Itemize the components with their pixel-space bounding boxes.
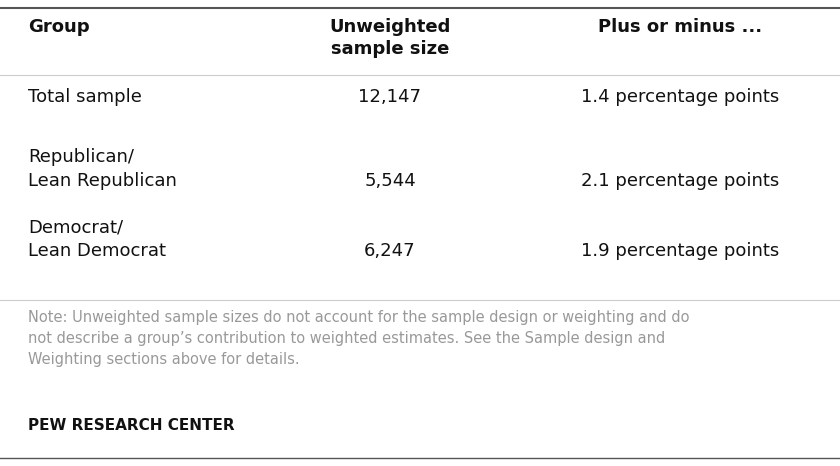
Text: Group: Group [28,18,90,36]
Text: PEW RESEARCH CENTER: PEW RESEARCH CENTER [28,418,234,433]
Text: Note: Unweighted sample sizes do not account for the sample design or weighting : Note: Unweighted sample sizes do not acc… [28,310,690,367]
Text: Unweighted
sample size: Unweighted sample size [329,18,451,58]
Text: Lean Republican: Lean Republican [28,172,177,190]
Text: 12,147: 12,147 [359,88,422,106]
Text: Total sample: Total sample [28,88,142,106]
Text: Lean Democrat: Lean Democrat [28,242,166,260]
Text: Democrat/: Democrat/ [28,218,123,236]
Text: 1.9 percentage points: 1.9 percentage points [581,242,780,260]
Text: 1.4 percentage points: 1.4 percentage points [581,88,780,106]
Text: Plus or minus ...: Plus or minus ... [598,18,762,36]
Text: Republican/: Republican/ [28,148,134,166]
Text: 2.1 percentage points: 2.1 percentage points [581,172,780,190]
Text: 6,247: 6,247 [365,242,416,260]
Text: 5,544: 5,544 [364,172,416,190]
